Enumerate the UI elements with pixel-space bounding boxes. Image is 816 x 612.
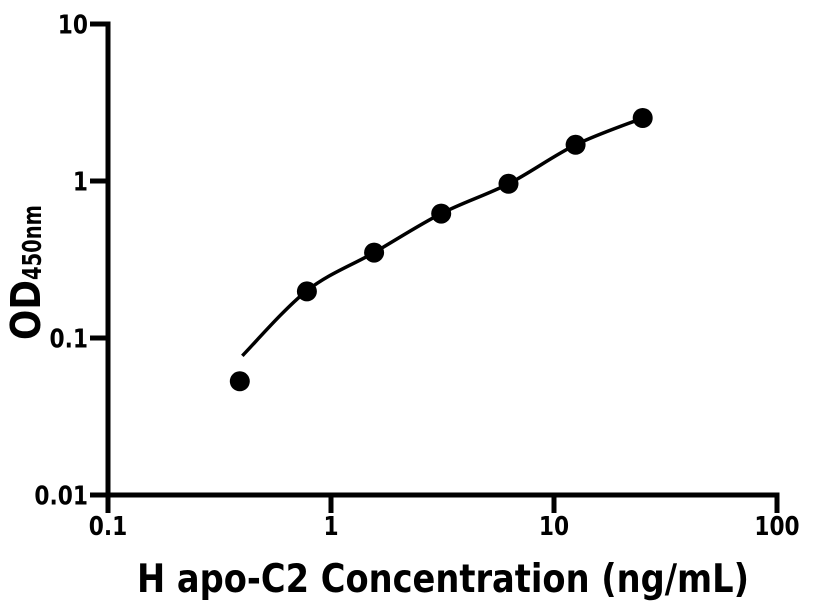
y-axis: 0.01 0.1 1 10 [34,11,111,512]
data-point [565,134,586,155]
y-axis-ticks [90,21,106,498]
y-axis-tick-label: 1 [73,168,88,198]
y-axis-tick-label: 0.01 [34,482,88,512]
data-points [229,108,653,392]
x-axis-tick-label: 1 [323,512,338,542]
data-point [431,203,452,224]
y-axis-label-main: OD [2,280,50,340]
x-axis-label: H apo-C2 Concentration (ng/mL) [137,557,749,602]
data-point [498,173,519,194]
data-point [229,371,250,392]
x-axis-ticks [105,497,780,513]
x-axis-tick-label: 0.1 [89,512,128,542]
y-axis-tick-label: 10 [58,11,88,41]
y-axis-label-subscript: 450nm [18,205,48,280]
x-axis-tick-label: 10 [539,512,569,542]
x-axis: 0.1 1 10 100 [89,492,800,542]
data-point [296,281,317,302]
y-axis-tick-labels: 0.01 0.1 1 10 [34,11,88,512]
y-axis-label: OD450nm [2,205,50,340]
x-axis-tick-label: 100 [754,512,799,542]
data-point [632,108,653,128]
data-point [364,242,385,263]
y-axis-tick-label: 0.1 [50,325,89,355]
x-axis-tick-labels: 0.1 1 10 100 [89,512,800,542]
